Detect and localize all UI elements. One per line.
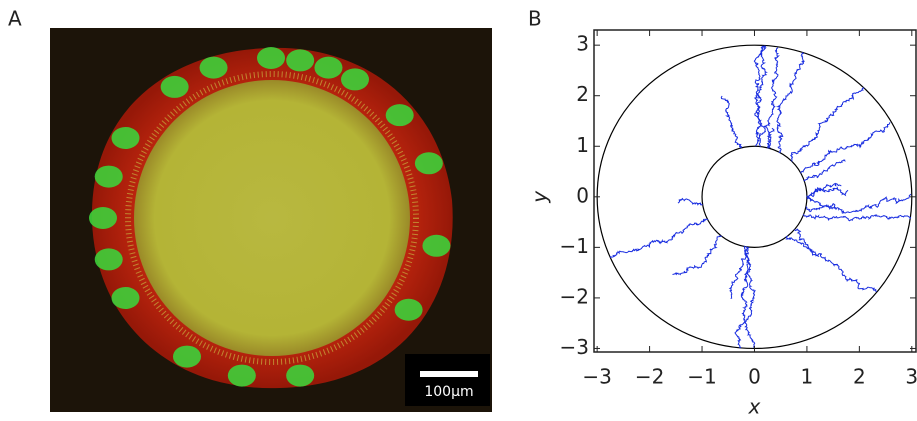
- green-sector: [173, 345, 201, 368]
- y-tick-label: 3: [576, 32, 589, 56]
- x-axis-label: x: [748, 395, 761, 419]
- trajectory: [806, 182, 842, 198]
- y-tick-label: 0: [576, 183, 589, 207]
- green-sector: [385, 104, 414, 127]
- panel-label: A: [8, 7, 22, 31]
- trajectory: [805, 193, 912, 214]
- trajectory: [672, 235, 722, 276]
- panel-label: B: [528, 7, 542, 31]
- green-sector: [286, 49, 315, 72]
- x-tick-label: −2: [635, 365, 664, 389]
- green-sector: [94, 165, 123, 188]
- trajectory: [803, 159, 846, 182]
- trajectory: [785, 235, 877, 292]
- trajectory: [802, 214, 912, 222]
- green-sector: [227, 364, 256, 387]
- trajectory: [793, 228, 820, 257]
- trajectory: [775, 52, 805, 153]
- y-axis-label: y: [528, 190, 552, 204]
- trajectory: [763, 47, 780, 149]
- green-sector: [314, 56, 343, 79]
- y-tick-label: −2: [560, 284, 589, 308]
- trajectory: [790, 87, 865, 162]
- micrograph: 100μm: [50, 28, 492, 412]
- green-sector: [414, 152, 443, 175]
- inner-boundary: [701, 145, 808, 248]
- green-sector: [341, 68, 369, 91]
- x-tick-label: −1: [687, 365, 716, 389]
- trajectory: [753, 45, 767, 148]
- y-tick-label: −1: [560, 234, 589, 258]
- trajectories: [609, 45, 912, 349]
- trajectory: [767, 127, 775, 149]
- plot: −3 −2 −1 0 1 2 3 −3 −2 −1 0 1 2 3 x y: [528, 29, 917, 419]
- plot-frame: [593, 29, 917, 353]
- green-sector: [394, 298, 423, 321]
- green-sector: [286, 364, 315, 387]
- x-tick-label: 2: [853, 365, 866, 389]
- trajectory: [720, 95, 743, 149]
- y-tick-label: 1: [576, 133, 589, 157]
- green-sector: [111, 287, 140, 309]
- x-tick-label: 1: [801, 365, 814, 389]
- trajectory: [800, 122, 891, 174]
- green-sector: [89, 207, 117, 229]
- x-tick-label: −3: [582, 365, 611, 389]
- trajectory: [734, 246, 756, 349]
- trajectory: [677, 197, 703, 206]
- trajectory: [806, 196, 836, 210]
- outer-boundary: [596, 44, 913, 350]
- green-sector: [160, 75, 189, 98]
- y-tick-label: 2: [576, 82, 589, 106]
- green-sector: [422, 234, 451, 257]
- y-tick-label: −3: [560, 335, 589, 359]
- green-sector: [111, 127, 140, 149]
- scale-bar-label: 100μm: [424, 384, 473, 400]
- x-tick-label: 0: [748, 365, 761, 389]
- green-sector: [94, 248, 123, 271]
- x-tick-label: 3: [905, 365, 917, 389]
- trajectory: [753, 45, 768, 147]
- green-sector: [199, 56, 228, 79]
- trajectory: [806, 186, 849, 198]
- trajectory: [740, 246, 756, 348]
- green-sector: [257, 47, 285, 69]
- trajectory: [609, 218, 709, 259]
